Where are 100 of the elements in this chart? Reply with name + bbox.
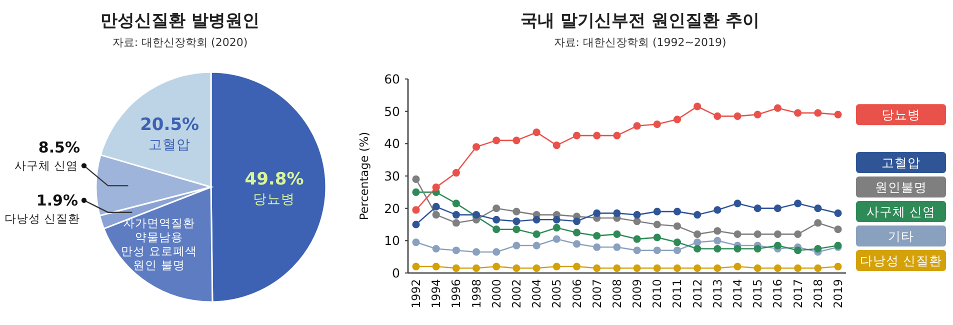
- point: [754, 204, 762, 212]
- x-tick-label: 2015: [750, 279, 765, 308]
- point: [552, 235, 560, 243]
- point: [774, 204, 782, 212]
- point: [734, 244, 742, 253]
- point: [673, 238, 682, 246]
- point: [653, 234, 661, 242]
- point: [633, 122, 641, 130]
- point: [673, 222, 682, 230]
- x-tick-label: 1994: [429, 279, 444, 308]
- point: [432, 211, 440, 219]
- point: [512, 226, 520, 234]
- point: [673, 264, 682, 272]
- point: [834, 209, 842, 217]
- point: [633, 235, 641, 243]
- x-tick-label: 1996: [449, 279, 464, 308]
- x-tick-label: 2017: [790, 279, 805, 308]
- point: [572, 228, 581, 236]
- point: [633, 264, 641, 272]
- point: [552, 224, 560, 232]
- point: [512, 264, 520, 272]
- point: [774, 242, 782, 250]
- point: [452, 211, 460, 219]
- point: [472, 264, 480, 272]
- point: [412, 262, 420, 270]
- point: [452, 246, 460, 254]
- point: [633, 217, 641, 226]
- point: [794, 230, 802, 238]
- point: [492, 248, 500, 256]
- point: [452, 200, 460, 208]
- point: [472, 143, 480, 151]
- point: [754, 264, 762, 272]
- point: [512, 217, 520, 226]
- point: [633, 211, 641, 219]
- point: [452, 168, 460, 177]
- point: [593, 132, 601, 140]
- point: [412, 238, 420, 246]
- point: [694, 230, 702, 238]
- point: [593, 232, 601, 240]
- point: [673, 246, 682, 254]
- point: [432, 202, 440, 211]
- y-tick-label: 20: [384, 200, 400, 216]
- slice-label: 자가면역질환 약물남용 만성 요로폐색 원인 불명: [121, 216, 197, 272]
- point: [734, 230, 742, 238]
- point: [694, 244, 702, 253]
- point: [492, 204, 500, 212]
- point: [532, 128, 540, 136]
- point: [512, 242, 520, 250]
- series-label: 다낭성 신질환: [860, 253, 942, 268]
- data-label: 1.9%: [36, 191, 78, 210]
- data-label: 20.5%: [140, 114, 200, 135]
- point: [714, 112, 722, 120]
- point: [572, 262, 581, 270]
- point: [512, 136, 520, 144]
- point: [593, 243, 601, 251]
- point: [653, 264, 661, 272]
- point: [714, 264, 722, 272]
- point: [754, 244, 762, 253]
- point: [754, 110, 762, 118]
- point: [452, 219, 460, 227]
- y-tick-label: 40: [384, 136, 400, 152]
- point: [714, 227, 722, 235]
- x-tick-label: 1998: [469, 279, 484, 308]
- point: [814, 264, 822, 272]
- point: [532, 242, 540, 250]
- point: [834, 110, 842, 118]
- point: [412, 188, 420, 196]
- point: [492, 262, 500, 270]
- point: [734, 200, 742, 208]
- point: [593, 209, 601, 217]
- chart-subtitle: 자료: 대한신장학회 (1992~2019): [554, 36, 726, 49]
- point: [673, 116, 682, 124]
- point: [714, 206, 722, 214]
- point: [734, 112, 742, 120]
- x-tick-label: 2006: [570, 279, 584, 308]
- point: [412, 175, 420, 184]
- point: [452, 264, 460, 272]
- point: [834, 226, 842, 234]
- point: [794, 200, 802, 208]
- point: [412, 220, 420, 228]
- x-tick-label: 2019: [831, 279, 845, 308]
- point: [694, 102, 702, 110]
- point: [673, 208, 682, 216]
- point: [572, 217, 581, 226]
- x-tick-label: 2005: [550, 279, 564, 308]
- point: [694, 264, 702, 272]
- point: [714, 244, 722, 253]
- y-tick-label: 30: [384, 168, 400, 184]
- point: [653, 246, 661, 254]
- point: [653, 220, 661, 228]
- x-tick-label: 2008: [610, 279, 624, 308]
- chart-title: 만성신질환 발병원인: [100, 11, 260, 31]
- point: [774, 230, 782, 238]
- x-tick-label: 2016: [770, 279, 785, 308]
- point: [552, 141, 560, 150]
- point: [613, 264, 621, 272]
- point: [572, 240, 581, 248]
- point: [613, 209, 621, 217]
- point: [412, 206, 420, 214]
- x-tick-label: 2011: [670, 279, 684, 308]
